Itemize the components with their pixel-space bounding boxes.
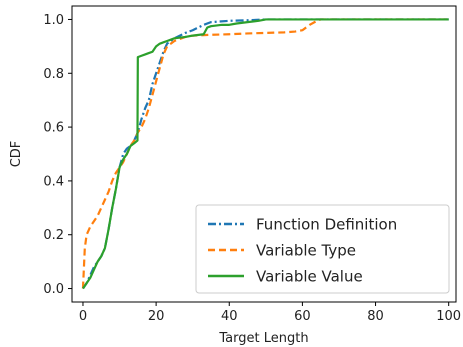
series-lines	[81, 18, 449, 290]
legend-label: Variable Value	[256, 268, 363, 286]
y-tick-label: 0.0	[43, 282, 64, 297]
x-tick-label: 0	[79, 309, 87, 324]
y-tick-label: 0.2	[43, 228, 64, 243]
y-tick-label: 0.6	[43, 121, 64, 136]
plot-area	[71, 5, 457, 303]
x-tick-label: 80	[367, 309, 384, 324]
x-tick-label: 20	[148, 309, 165, 324]
legend-label: Function Definition	[256, 216, 397, 234]
y-axis-label: CDF	[9, 141, 24, 168]
x-tick-label: 100	[436, 309, 461, 324]
series-line-variable-type	[81, 18, 449, 289]
x-axis-label: Target Length	[218, 331, 308, 346]
legend: Function Definition Variable Type Variable…	[195, 204, 450, 294]
y-axis-ticks: 0.0 0.2 0.4 0.6 0.8 1.0	[43, 13, 72, 297]
y-tick-label: 0.4	[43, 174, 64, 189]
x-tick-label: 60	[294, 309, 311, 324]
y-tick-label: 0.8	[43, 67, 64, 82]
x-tick-label: 40	[221, 309, 238, 324]
y-tick-label: 1.0	[43, 13, 64, 28]
x-axis-ticks: 0 20 40 60 80 100	[79, 302, 461, 324]
series-line-variable-value	[82, 18, 449, 290]
legend-box	[195, 204, 450, 294]
legend-label: Variable Type	[256, 242, 356, 260]
